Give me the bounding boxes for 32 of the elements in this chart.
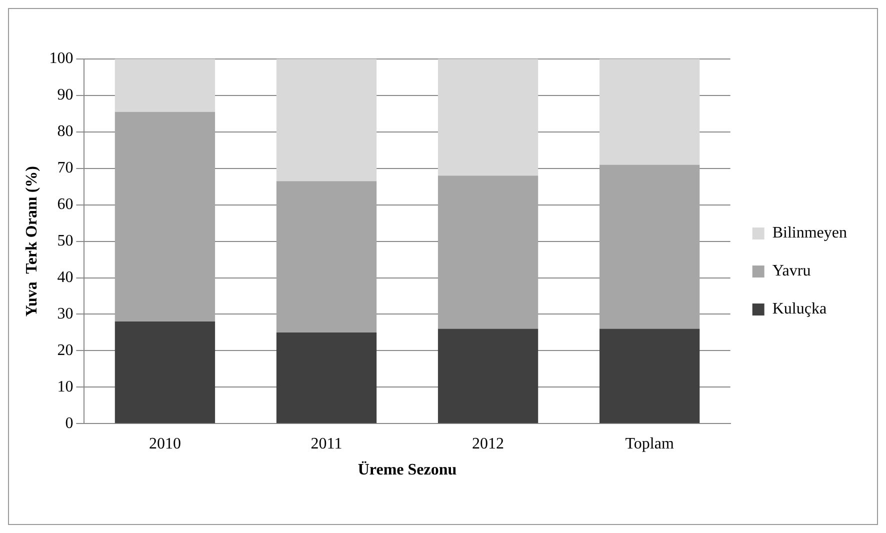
bar (438, 176, 538, 329)
bar (600, 59, 700, 165)
y-tick-label: 70 (57, 160, 74, 177)
x-tick-label: 2010 (148, 435, 181, 452)
bar (438, 59, 538, 176)
y-tick-label: 60 (57, 196, 74, 214)
bar (438, 328, 538, 424)
y-tick-label: 40 (57, 268, 74, 286)
legend-label: Bilinmeyen (772, 224, 847, 242)
y-tick-label: 100 (49, 50, 74, 68)
x-tick-label: Toplam (625, 435, 674, 452)
legend-label: Kuluçka (772, 300, 827, 318)
y-tick-label: 50 (57, 232, 74, 250)
y-axis-title: Yuva Terk Oranı (%) (24, 166, 41, 317)
x-tick-label: 2011 (310, 435, 342, 452)
bar (600, 328, 700, 424)
bar (276, 332, 377, 424)
y-tick-label: 0 (65, 414, 74, 432)
bar (600, 164, 700, 329)
y-tick-label: 90 (57, 86, 74, 104)
bar (114, 322, 216, 424)
bar (114, 112, 216, 322)
bar (114, 59, 216, 112)
x-axis-title: Üreme Sezonu (358, 460, 457, 479)
y-tick-label: 30 (57, 305, 74, 322)
bar (276, 181, 377, 332)
y-tick-label: 80 (57, 123, 74, 140)
legend-label: Yavru (772, 262, 811, 280)
bar (276, 59, 377, 182)
y-tick-label: 20 (57, 342, 74, 359)
x-tick-label: 2012 (472, 435, 504, 452)
y-tick-label: 10 (57, 378, 74, 396)
